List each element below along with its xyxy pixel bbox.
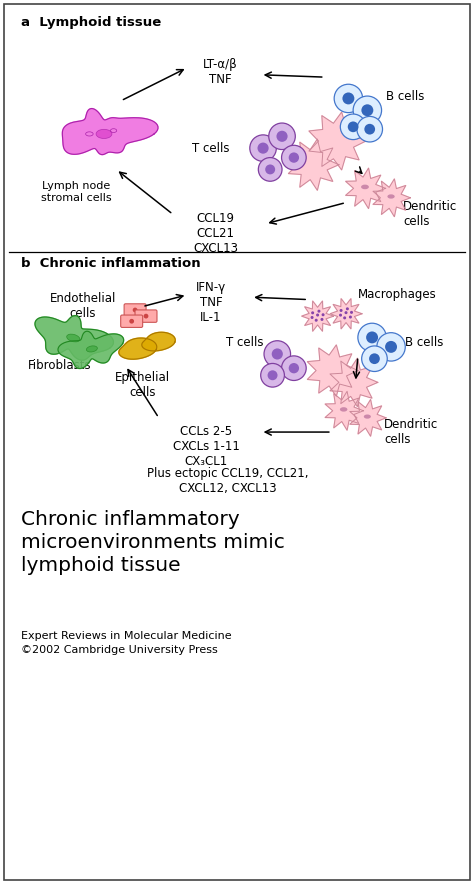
Text: T cells: T cells <box>226 336 263 349</box>
Ellipse shape <box>67 334 80 342</box>
Circle shape <box>261 363 284 387</box>
Circle shape <box>289 152 299 163</box>
Text: B cells: B cells <box>386 89 425 103</box>
Text: a  Lymphoid tissue: a Lymphoid tissue <box>21 16 162 28</box>
Circle shape <box>264 340 291 367</box>
Polygon shape <box>301 301 334 332</box>
FancyBboxPatch shape <box>121 315 143 327</box>
Ellipse shape <box>361 185 369 189</box>
Circle shape <box>276 131 288 141</box>
Circle shape <box>272 348 283 360</box>
FancyBboxPatch shape <box>135 310 157 323</box>
Text: CCLs 2-5
CXCLs 1-11
CX₃CL1: CCLs 2-5 CXCLs 1-11 CX₃CL1 <box>173 425 240 468</box>
Circle shape <box>358 324 386 352</box>
Circle shape <box>339 309 343 312</box>
Circle shape <box>282 356 306 380</box>
Circle shape <box>342 93 355 104</box>
Text: Fibroblasts: Fibroblasts <box>27 359 91 371</box>
Text: b  Chronic inflammation: b Chronic inflammation <box>21 257 201 270</box>
Circle shape <box>334 84 363 112</box>
Circle shape <box>353 96 382 125</box>
Circle shape <box>129 319 134 324</box>
Circle shape <box>339 314 342 316</box>
Circle shape <box>369 354 380 364</box>
Polygon shape <box>309 112 366 170</box>
Circle shape <box>282 145 306 170</box>
Text: Macrophages: Macrophages <box>358 287 437 301</box>
Text: Endothelial
cells: Endothelial cells <box>50 293 116 321</box>
Circle shape <box>257 142 269 154</box>
Text: T cells: T cells <box>192 141 230 155</box>
Ellipse shape <box>340 408 347 412</box>
Circle shape <box>362 346 387 371</box>
Polygon shape <box>58 332 124 369</box>
Text: LT-α/β
TNF: LT-α/β TNF <box>203 58 238 87</box>
Text: Plus ectopic CCL19, CCL21,
CXCL12, CXCL13: Plus ectopic CCL19, CCL21, CXCL12, CXCL1… <box>147 467 308 495</box>
Circle shape <box>350 311 353 314</box>
Circle shape <box>365 124 375 134</box>
Text: CCL19
CCL21
CXCL13: CCL19 CCL21 CXCL13 <box>193 212 238 255</box>
Circle shape <box>258 157 282 181</box>
Polygon shape <box>325 392 364 431</box>
Circle shape <box>349 316 352 318</box>
Polygon shape <box>346 168 386 209</box>
Circle shape <box>348 121 358 133</box>
Polygon shape <box>288 139 339 190</box>
Polygon shape <box>330 299 362 329</box>
Text: Chronic inflammatory
microenvironments mimic
lymphoid tissue: Chronic inflammatory microenvironments m… <box>21 510 285 575</box>
Circle shape <box>318 309 320 313</box>
Polygon shape <box>142 332 175 351</box>
Text: Epithelial
cells: Epithelial cells <box>115 370 170 399</box>
FancyBboxPatch shape <box>124 304 146 316</box>
Circle shape <box>361 104 374 116</box>
Circle shape <box>385 341 397 353</box>
Polygon shape <box>63 109 158 155</box>
Text: Dendritic
cells: Dendritic cells <box>384 418 438 446</box>
Circle shape <box>346 308 349 310</box>
Circle shape <box>320 318 323 321</box>
Circle shape <box>144 314 148 318</box>
Ellipse shape <box>96 129 112 139</box>
Circle shape <box>345 311 347 314</box>
Text: B cells: B cells <box>405 336 444 348</box>
Circle shape <box>357 117 383 142</box>
Circle shape <box>343 316 346 319</box>
Circle shape <box>340 114 366 140</box>
Ellipse shape <box>387 194 395 199</box>
Ellipse shape <box>86 346 97 352</box>
Polygon shape <box>119 338 157 359</box>
Circle shape <box>316 314 319 316</box>
Circle shape <box>377 332 405 361</box>
Circle shape <box>133 308 137 312</box>
Circle shape <box>250 135 276 162</box>
Polygon shape <box>330 358 378 407</box>
Circle shape <box>366 332 378 343</box>
Text: Lymph node
stromal cells: Lymph node stromal cells <box>41 181 111 202</box>
Circle shape <box>311 311 314 315</box>
Circle shape <box>289 363 299 373</box>
Polygon shape <box>373 179 410 217</box>
Text: Dendritic
cells: Dendritic cells <box>403 200 457 228</box>
Ellipse shape <box>364 415 371 419</box>
Polygon shape <box>35 316 113 360</box>
Polygon shape <box>307 345 358 396</box>
Text: IFN-γ
TNF
IL-1: IFN-γ TNF IL-1 <box>196 280 226 324</box>
Circle shape <box>321 313 325 316</box>
Circle shape <box>265 164 275 174</box>
Polygon shape <box>350 400 386 436</box>
Circle shape <box>267 370 277 380</box>
Circle shape <box>315 319 318 322</box>
Text: Expert Reviews in Molecular Medicine
©2002 Cambridge University Press: Expert Reviews in Molecular Medicine ©20… <box>21 631 232 655</box>
Circle shape <box>269 123 295 149</box>
Circle shape <box>310 316 314 319</box>
